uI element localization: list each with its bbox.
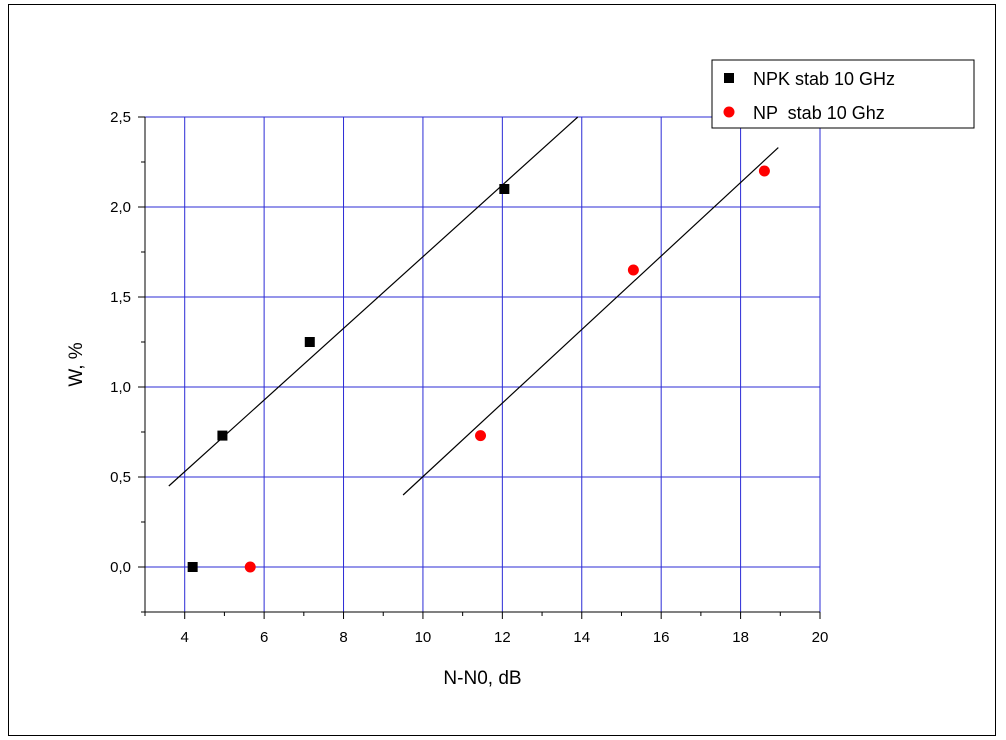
legend-marker-np (723, 106, 735, 118)
y-tick-label: 2,5 (110, 109, 131, 126)
data-point-1 (758, 165, 770, 177)
data-point-1 (627, 264, 639, 276)
y-tick-label: 2,0 (110, 199, 131, 216)
fit-lines (168, 116, 779, 496)
x-tick-label: 10 (415, 629, 432, 646)
legend-marker-npk (724, 73, 734, 83)
chart-frame (8, 4, 996, 736)
y-tick-label: 0,5 (110, 469, 131, 486)
x-tick-label: 14 (573, 629, 590, 646)
x-tick-label: 8 (339, 629, 347, 646)
grid (145, 116, 821, 612)
y-tick-label: 1,5 (110, 289, 131, 306)
legend-box (711, 59, 975, 129)
data-point-0 (499, 184, 510, 194)
y-tick-label: 0,0 (110, 559, 131, 576)
x-tick-label: 20 (812, 629, 829, 646)
data-point-1 (475, 430, 487, 442)
ticks: 4 6 8 10 12 14 16 18 20 0,0 0,5 1,0 1,5 2,0 2,5 (110, 109, 828, 646)
legend: NPK stab 10 GHz NP stab 10 Ghz (711, 59, 975, 129)
data-points (187, 165, 770, 573)
x-tick-label: 18 (732, 629, 749, 646)
fit-line-1 (402, 147, 779, 496)
x-axis-title: N-N0, dB (443, 668, 521, 689)
data-point-0 (304, 337, 315, 347)
data-point-0 (187, 562, 198, 572)
legend-label-npk: NPK stab 10 GHz (753, 69, 895, 89)
y-axis-title: W, % (66, 342, 87, 386)
data-point-0 (217, 430, 228, 441)
fit-line-0 (168, 116, 579, 487)
x-tick-label: 16 (653, 629, 670, 646)
axes (144, 117, 820, 613)
x-tick-label: 12 (494, 629, 511, 646)
y-tick-label: 1,0 (110, 379, 131, 396)
data-point-1 (244, 561, 256, 573)
legend-label-np: NP stab 10 Ghz (753, 103, 885, 123)
x-tick-label: 6 (260, 629, 268, 646)
x-tick-label: 4 (181, 629, 189, 646)
